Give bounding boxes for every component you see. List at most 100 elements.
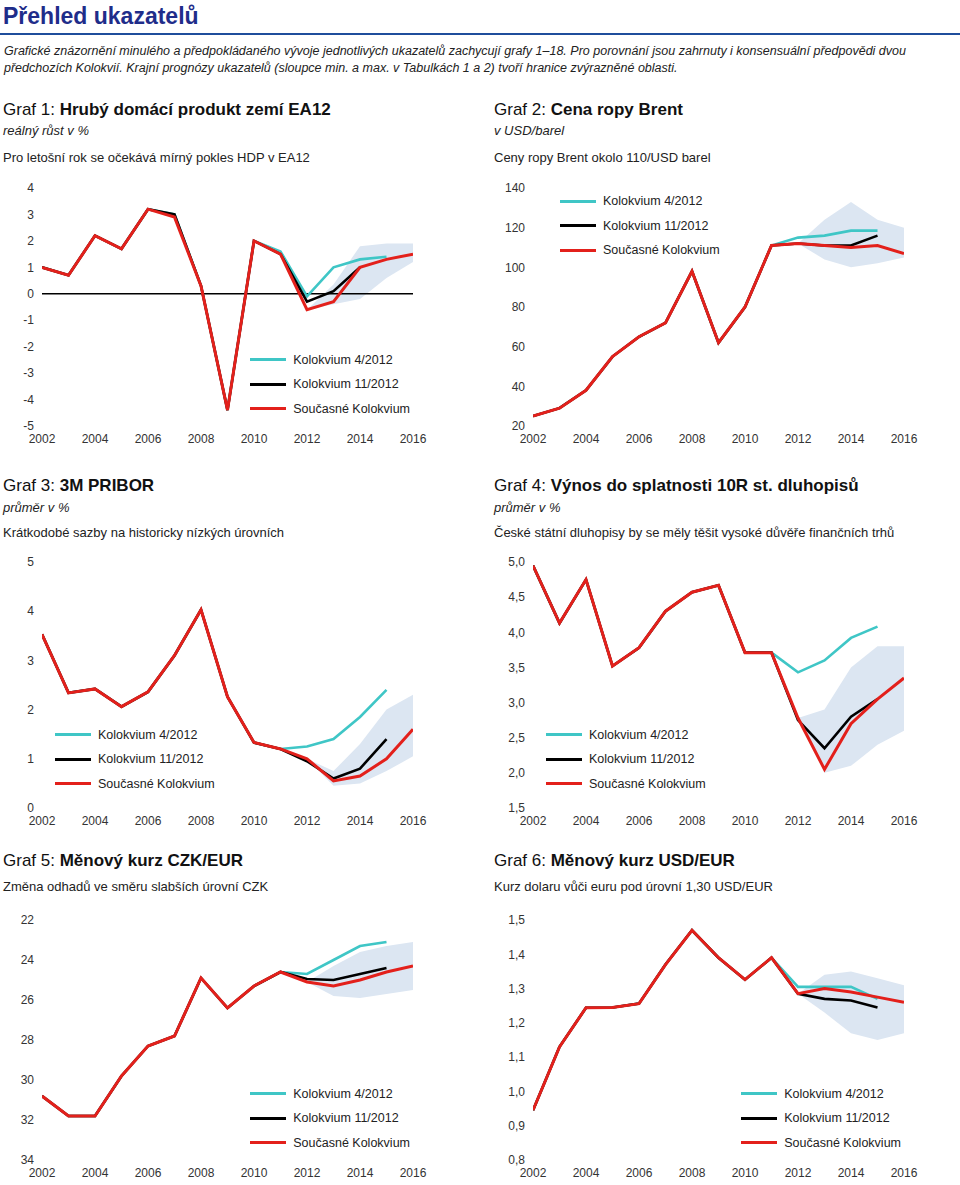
svg-text:2012: 2012 [785, 814, 812, 828]
svg-text:0: 0 [27, 801, 34, 815]
svg-text:-4: -4 [23, 393, 34, 407]
svg-text:2010: 2010 [732, 814, 759, 828]
svg-text:2008: 2008 [188, 432, 215, 446]
html-text:Graf 3: 3M PRIBOR: Graf 3: 3M PRIBOR [3, 476, 155, 495]
svg-text:1,2: 1,2 [508, 1016, 525, 1030]
svg-text:2004: 2004 [82, 1166, 109, 1180]
html-text:Grafické znázornění minulého a: Grafické znázornění minulého a předpoklá… [4, 44, 906, 75]
svg-text:1,3: 1,3 [508, 982, 525, 996]
svg-text:1,0: 1,0 [508, 1085, 525, 1099]
svg-text:0,9: 0,9 [508, 1119, 525, 1133]
svg-text:2006: 2006 [135, 432, 162, 446]
svg-text:-1: -1 [23, 313, 34, 327]
svg-text:120: 120 [505, 221, 525, 235]
svg-text:2012: 2012 [294, 814, 321, 828]
svg-text:-5: -5 [23, 419, 34, 433]
svg-text:2006: 2006 [135, 1166, 162, 1180]
svg-text:2: 2 [27, 234, 34, 248]
svg-text:2008: 2008 [188, 1166, 215, 1180]
svg-text:3: 3 [27, 654, 34, 668]
svg-text:-2: -2 [23, 340, 34, 354]
svg-text:80: 80 [512, 300, 526, 314]
svg-text:2006: 2006 [626, 432, 653, 446]
svg-text:2010: 2010 [241, 432, 268, 446]
svg-text:32: 32 [21, 1113, 35, 1127]
svg-text:2014: 2014 [347, 1166, 374, 1180]
svg-text:2004: 2004 [573, 1166, 600, 1180]
svg-text:2014: 2014 [838, 814, 865, 828]
svg-text:0,8: 0,8 [508, 1153, 525, 1167]
svg-text:-3: -3 [23, 366, 34, 380]
svg-text:1,5: 1,5 [508, 913, 525, 927]
svg-text:2012: 2012 [294, 1166, 321, 1180]
svg-text:2004: 2004 [82, 814, 109, 828]
svg-text:2002: 2002 [29, 1166, 56, 1180]
svg-text:2012: 2012 [294, 432, 321, 446]
svg-text:28: 28 [21, 1033, 35, 1047]
svg-text:22: 22 [21, 913, 35, 927]
svg-text:2016: 2016 [891, 1166, 918, 1180]
svg-text:2008: 2008 [188, 814, 215, 828]
svg-text:3,0: 3,0 [508, 696, 525, 710]
svg-text:2002: 2002 [29, 432, 56, 446]
svg-text:60: 60 [512, 340, 526, 354]
svg-text:2006: 2006 [135, 814, 162, 828]
svg-text:2010: 2010 [241, 1166, 268, 1180]
svg-text:5,0: 5,0 [508, 555, 525, 569]
svg-text:2008: 2008 [679, 814, 706, 828]
svg-text:2,0: 2,0 [508, 766, 525, 780]
svg-text:2016: 2016 [400, 814, 427, 828]
svg-text:3: 3 [27, 208, 34, 222]
svg-text:1: 1 [27, 752, 34, 766]
svg-text:30: 30 [21, 1073, 35, 1087]
svg-text:4,0: 4,0 [508, 626, 525, 640]
svg-text:20: 20 [512, 419, 526, 433]
svg-text:1,4: 1,4 [508, 948, 525, 962]
svg-text:4: 4 [27, 181, 34, 195]
svg-text:24: 24 [21, 953, 35, 967]
svg-text:4: 4 [27, 604, 34, 618]
svg-text:2008: 2008 [679, 432, 706, 446]
svg-text:1: 1 [27, 261, 34, 275]
svg-text:2010: 2010 [241, 814, 268, 828]
svg-text:2016: 2016 [400, 432, 427, 446]
svg-text:2004: 2004 [573, 814, 600, 828]
svg-text:2,5: 2,5 [508, 731, 525, 745]
svg-text:100: 100 [505, 261, 525, 275]
svg-text:2010: 2010 [732, 432, 759, 446]
html-text:Přehled ukazatelů: Přehled ukazatelů [3, 3, 199, 29]
svg-text:140: 140 [505, 181, 525, 195]
svg-text:2016: 2016 [891, 814, 918, 828]
svg-text:26: 26 [21, 993, 35, 1007]
svg-text:2012: 2012 [785, 432, 812, 446]
html-text:Graf 4: Výnos do splatnosti 10: Graf 4: Výnos do splatnosti 10R st. dluh… [494, 476, 859, 495]
svg-text:40: 40 [512, 380, 526, 394]
html-text:Graf 1: Hrubý domácí produkt z: Graf 1: Hrubý domácí produkt zemí EA12 [3, 100, 331, 119]
svg-text:2002: 2002 [520, 1166, 547, 1180]
svg-text:2002: 2002 [520, 814, 547, 828]
svg-text:2006: 2006 [626, 1166, 653, 1180]
svg-text:3,5: 3,5 [508, 661, 525, 675]
html-text:Graf 2: Cena ropy Brent: Graf 2: Cena ropy Brent [494, 100, 683, 119]
svg-text:1,1: 1,1 [508, 1050, 525, 1064]
svg-text:2004: 2004 [573, 432, 600, 446]
svg-text:2016: 2016 [891, 432, 918, 446]
svg-text:1,5: 1,5 [508, 801, 525, 815]
svg-text:2002: 2002 [29, 814, 56, 828]
svg-text:2006: 2006 [626, 814, 653, 828]
svg-text:5: 5 [27, 555, 34, 569]
svg-text:2010: 2010 [732, 1166, 759, 1180]
svg-text:0: 0 [27, 287, 34, 301]
svg-text:4,5: 4,5 [508, 590, 525, 604]
svg-text:2014: 2014 [838, 1166, 865, 1180]
svg-text:2014: 2014 [838, 432, 865, 446]
svg-text:2: 2 [27, 703, 34, 717]
svg-text:34: 34 [21, 1153, 35, 1167]
svg-text:2002: 2002 [520, 432, 547, 446]
svg-text:2012: 2012 [785, 1166, 812, 1180]
svg-text:2008: 2008 [679, 1166, 706, 1180]
svg-text:2014: 2014 [347, 814, 374, 828]
svg-text:2016: 2016 [400, 1166, 427, 1180]
svg-text:2004: 2004 [82, 432, 109, 446]
svg-text:2014: 2014 [347, 432, 374, 446]
